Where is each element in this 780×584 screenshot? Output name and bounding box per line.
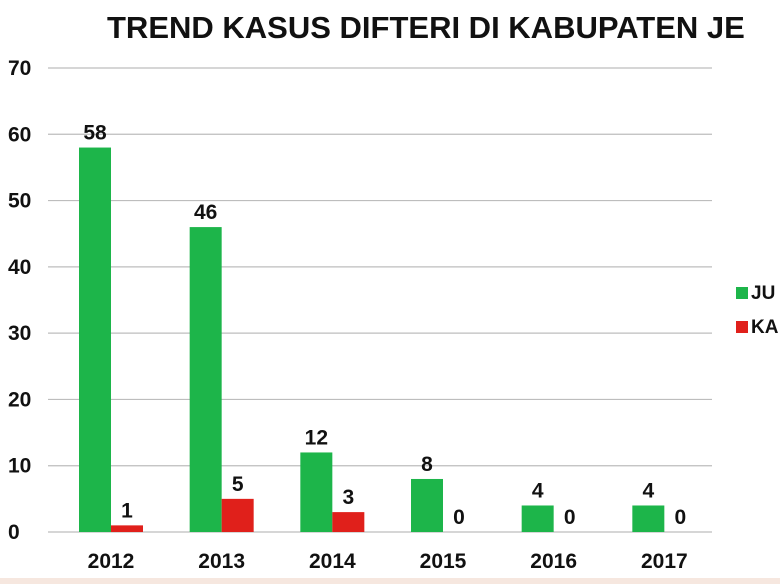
x-tick-label: 2014 bbox=[309, 550, 356, 573]
legend-swatch bbox=[736, 287, 748, 299]
bar bbox=[221, 498, 254, 532]
x-tick-label: 2012 bbox=[88, 550, 135, 573]
x-tick-label: 2015 bbox=[420, 550, 467, 573]
data-label: 0 bbox=[674, 506, 686, 529]
data-label: 4 bbox=[642, 479, 654, 502]
bottom-border bbox=[0, 578, 780, 584]
y-tick-label: 40 bbox=[8, 256, 31, 279]
gridlines bbox=[48, 67, 712, 533]
x-axis-ticks: 2012 2013 2014 2015 2016 2017 bbox=[88, 550, 688, 573]
data-label: 46 bbox=[194, 201, 217, 224]
data-label: 5 bbox=[232, 473, 244, 496]
data-label: 0 bbox=[453, 506, 465, 529]
y-tick-label: 70 bbox=[8, 57, 31, 80]
y-tick-label: 0 bbox=[8, 521, 20, 544]
y-tick-label: 10 bbox=[8, 455, 31, 478]
bars bbox=[79, 147, 665, 533]
legend-label: KA bbox=[751, 317, 779, 338]
data-label: 12 bbox=[305, 426, 328, 449]
bar bbox=[79, 147, 111, 533]
data-label: 8 bbox=[421, 453, 433, 476]
data-label: 4 bbox=[532, 479, 544, 502]
data-label: 0 bbox=[564, 506, 576, 529]
y-tick-label: 20 bbox=[8, 388, 31, 411]
legend: JU KA bbox=[736, 283, 779, 338]
legend-label: JU bbox=[751, 283, 775, 304]
legend-swatch bbox=[736, 321, 748, 333]
bar bbox=[111, 525, 143, 532]
data-label: 3 bbox=[342, 486, 354, 509]
bar bbox=[411, 478, 443, 532]
y-axis-ticks: 0 10 20 30 40 50 60 70 bbox=[8, 57, 31, 544]
x-tick-label: 2017 bbox=[641, 550, 688, 573]
y-tick-label: 60 bbox=[8, 123, 31, 146]
bar bbox=[332, 512, 365, 532]
x-tick-label: 2016 bbox=[530, 550, 577, 573]
x-tick-label: 2013 bbox=[198, 550, 245, 573]
bar bbox=[632, 505, 665, 532]
bar bbox=[189, 227, 222, 533]
data-label: 58 bbox=[83, 122, 107, 145]
data-label: 1 bbox=[121, 499, 133, 522]
y-tick-label: 50 bbox=[8, 190, 31, 213]
chart-title: TREND KASUS DIFTERI DI KABUPATEN JE bbox=[107, 10, 745, 45]
bar bbox=[521, 505, 554, 532]
bar bbox=[300, 452, 333, 532]
y-tick-label: 30 bbox=[8, 322, 31, 345]
